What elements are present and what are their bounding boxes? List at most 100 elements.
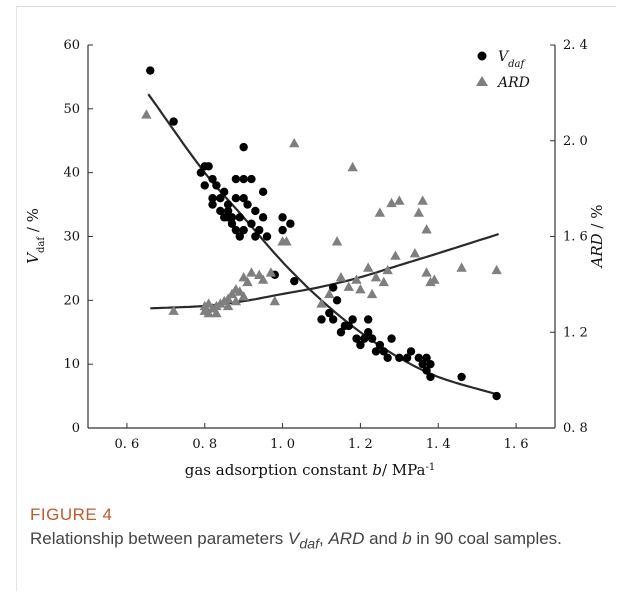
ard-point — [289, 137, 300, 148]
vdaf-point — [406, 347, 416, 356]
x-axis-label-part: -1 — [425, 462, 435, 473]
vdaf-point — [379, 347, 388, 356]
x-tick-label: 0. 8 — [192, 437, 217, 452]
ard-point — [421, 267, 432, 277]
ard-point — [394, 195, 405, 205]
legend-vdaf-marker — [477, 51, 487, 61]
vdaf-point — [235, 232, 244, 241]
ard-fit-curve — [150, 233, 499, 310]
figure-left-rule — [16, 6, 17, 591]
ard-point — [347, 161, 358, 172]
vdaf-point — [231, 194, 241, 203]
vdaf-point — [290, 276, 299, 286]
vdaf-point — [395, 353, 404, 362]
vdaf-point — [235, 213, 244, 222]
figure-caption: Relationship between parameters Vdaf, AR… — [30, 528, 590, 555]
y-left-tick-label: 30 — [63, 230, 80, 245]
caption-part: Relationship between parameters — [30, 529, 288, 548]
vdaf-point — [422, 353, 431, 362]
y-axis-left-label: Vdaf / % — [24, 208, 47, 264]
vdaf-point — [387, 334, 396, 343]
vdaf-point — [457, 372, 466, 382]
vdaf-point — [200, 162, 209, 171]
legend-ard-marker — [476, 76, 488, 86]
vdaf-point — [325, 308, 334, 318]
ard-point — [234, 286, 245, 296]
ard-point — [242, 276, 253, 287]
ard-point — [269, 295, 280, 306]
vdaf-point — [278, 225, 287, 235]
ard-point — [355, 283, 366, 294]
ard-point — [409, 248, 421, 258]
vdaf-point — [418, 359, 427, 369]
ard-point — [230, 295, 242, 306]
ard-point — [331, 236, 343, 246]
y-axis-right-label-part: ARD — [588, 233, 606, 269]
ard-point — [222, 300, 234, 311]
vdaf-point — [344, 321, 353, 331]
vdaf-point — [251, 206, 260, 216]
x-tick-label: 1. 4 — [426, 437, 451, 452]
y-right-tick-label: 1. 6 — [563, 230, 588, 245]
ard-point — [378, 276, 389, 287]
vdaf-point — [364, 328, 373, 337]
vdaf-point — [227, 219, 237, 228]
figure-top-rule — [16, 6, 616, 7]
x-axis-label-part: gas adsorption constant — [185, 461, 373, 479]
y-left-tick-label: 40 — [63, 166, 80, 181]
vdaf-point — [220, 187, 229, 197]
ard-point — [417, 195, 428, 205]
chart-legend: Vdaf ARD — [476, 49, 530, 91]
ard-point — [316, 298, 327, 308]
y-axis-right-label: ARD / % — [588, 205, 606, 270]
ard-point — [386, 197, 397, 208]
ard-point — [429, 274, 440, 284]
ard-point — [226, 288, 238, 299]
ard-point — [366, 288, 378, 299]
vdaf-point — [247, 174, 256, 184]
vdaf-point — [426, 372, 435, 382]
vdaf-point — [216, 194, 225, 203]
vdaf-point — [208, 194, 217, 203]
vdaf-point — [414, 353, 423, 362]
vdaf-point — [328, 283, 338, 292]
y-right-tick-label: 0. 8 — [563, 421, 588, 436]
ard-point — [211, 307, 222, 318]
x-axis-label: gas adsorption constant b/ MPa-1 — [185, 461, 435, 479]
ard-point — [456, 262, 467, 272]
caption-vdaf: V — [287, 529, 300, 548]
vdaf-point — [348, 315, 357, 324]
vdaf-point — [216, 206, 225, 216]
ard-point — [238, 291, 249, 301]
legend-vdaf-label: Vdaf — [498, 49, 526, 70]
caption-ard: ARD — [328, 529, 365, 548]
caption-part: and — [364, 529, 403, 548]
vdaf-point — [243, 200, 252, 209]
vdaf-point — [223, 206, 233, 216]
x-tick-label: 1. 6 — [504, 437, 529, 452]
vdaf-point — [352, 334, 361, 343]
ard-point — [343, 281, 354, 291]
ard-point — [335, 271, 347, 282]
ard-point — [374, 207, 386, 217]
vdaf-point — [422, 366, 431, 375]
y-left-tick-label: 60 — [63, 38, 80, 53]
y-left-tick-label: 10 — [63, 357, 80, 372]
vdaf-point — [231, 174, 241, 184]
ard-point — [421, 224, 432, 234]
vdaf-point — [426, 359, 435, 369]
ard-point — [370, 271, 382, 282]
ard-point — [324, 288, 335, 299]
vdaf-point — [239, 142, 248, 152]
ard-point — [141, 109, 152, 119]
y-axis-right-label-text: ARD / % — [588, 205, 606, 270]
ard-point — [168, 305, 179, 315]
ard-point — [413, 207, 424, 217]
scatter-chart: 0. 6 0. 8 1. 0 1. 2 1. 4 1. 6 0 10 20 30 40 50 60 0. … — [24, 38, 606, 479]
y-axis-right-label-part: / % — [588, 205, 606, 234]
vdaf-point — [169, 117, 178, 126]
ard-point — [246, 267, 257, 277]
ard-point — [222, 293, 234, 303]
vdaf-point — [328, 315, 338, 324]
y-axis-left-label-text: Vdaf / % — [24, 208, 47, 264]
